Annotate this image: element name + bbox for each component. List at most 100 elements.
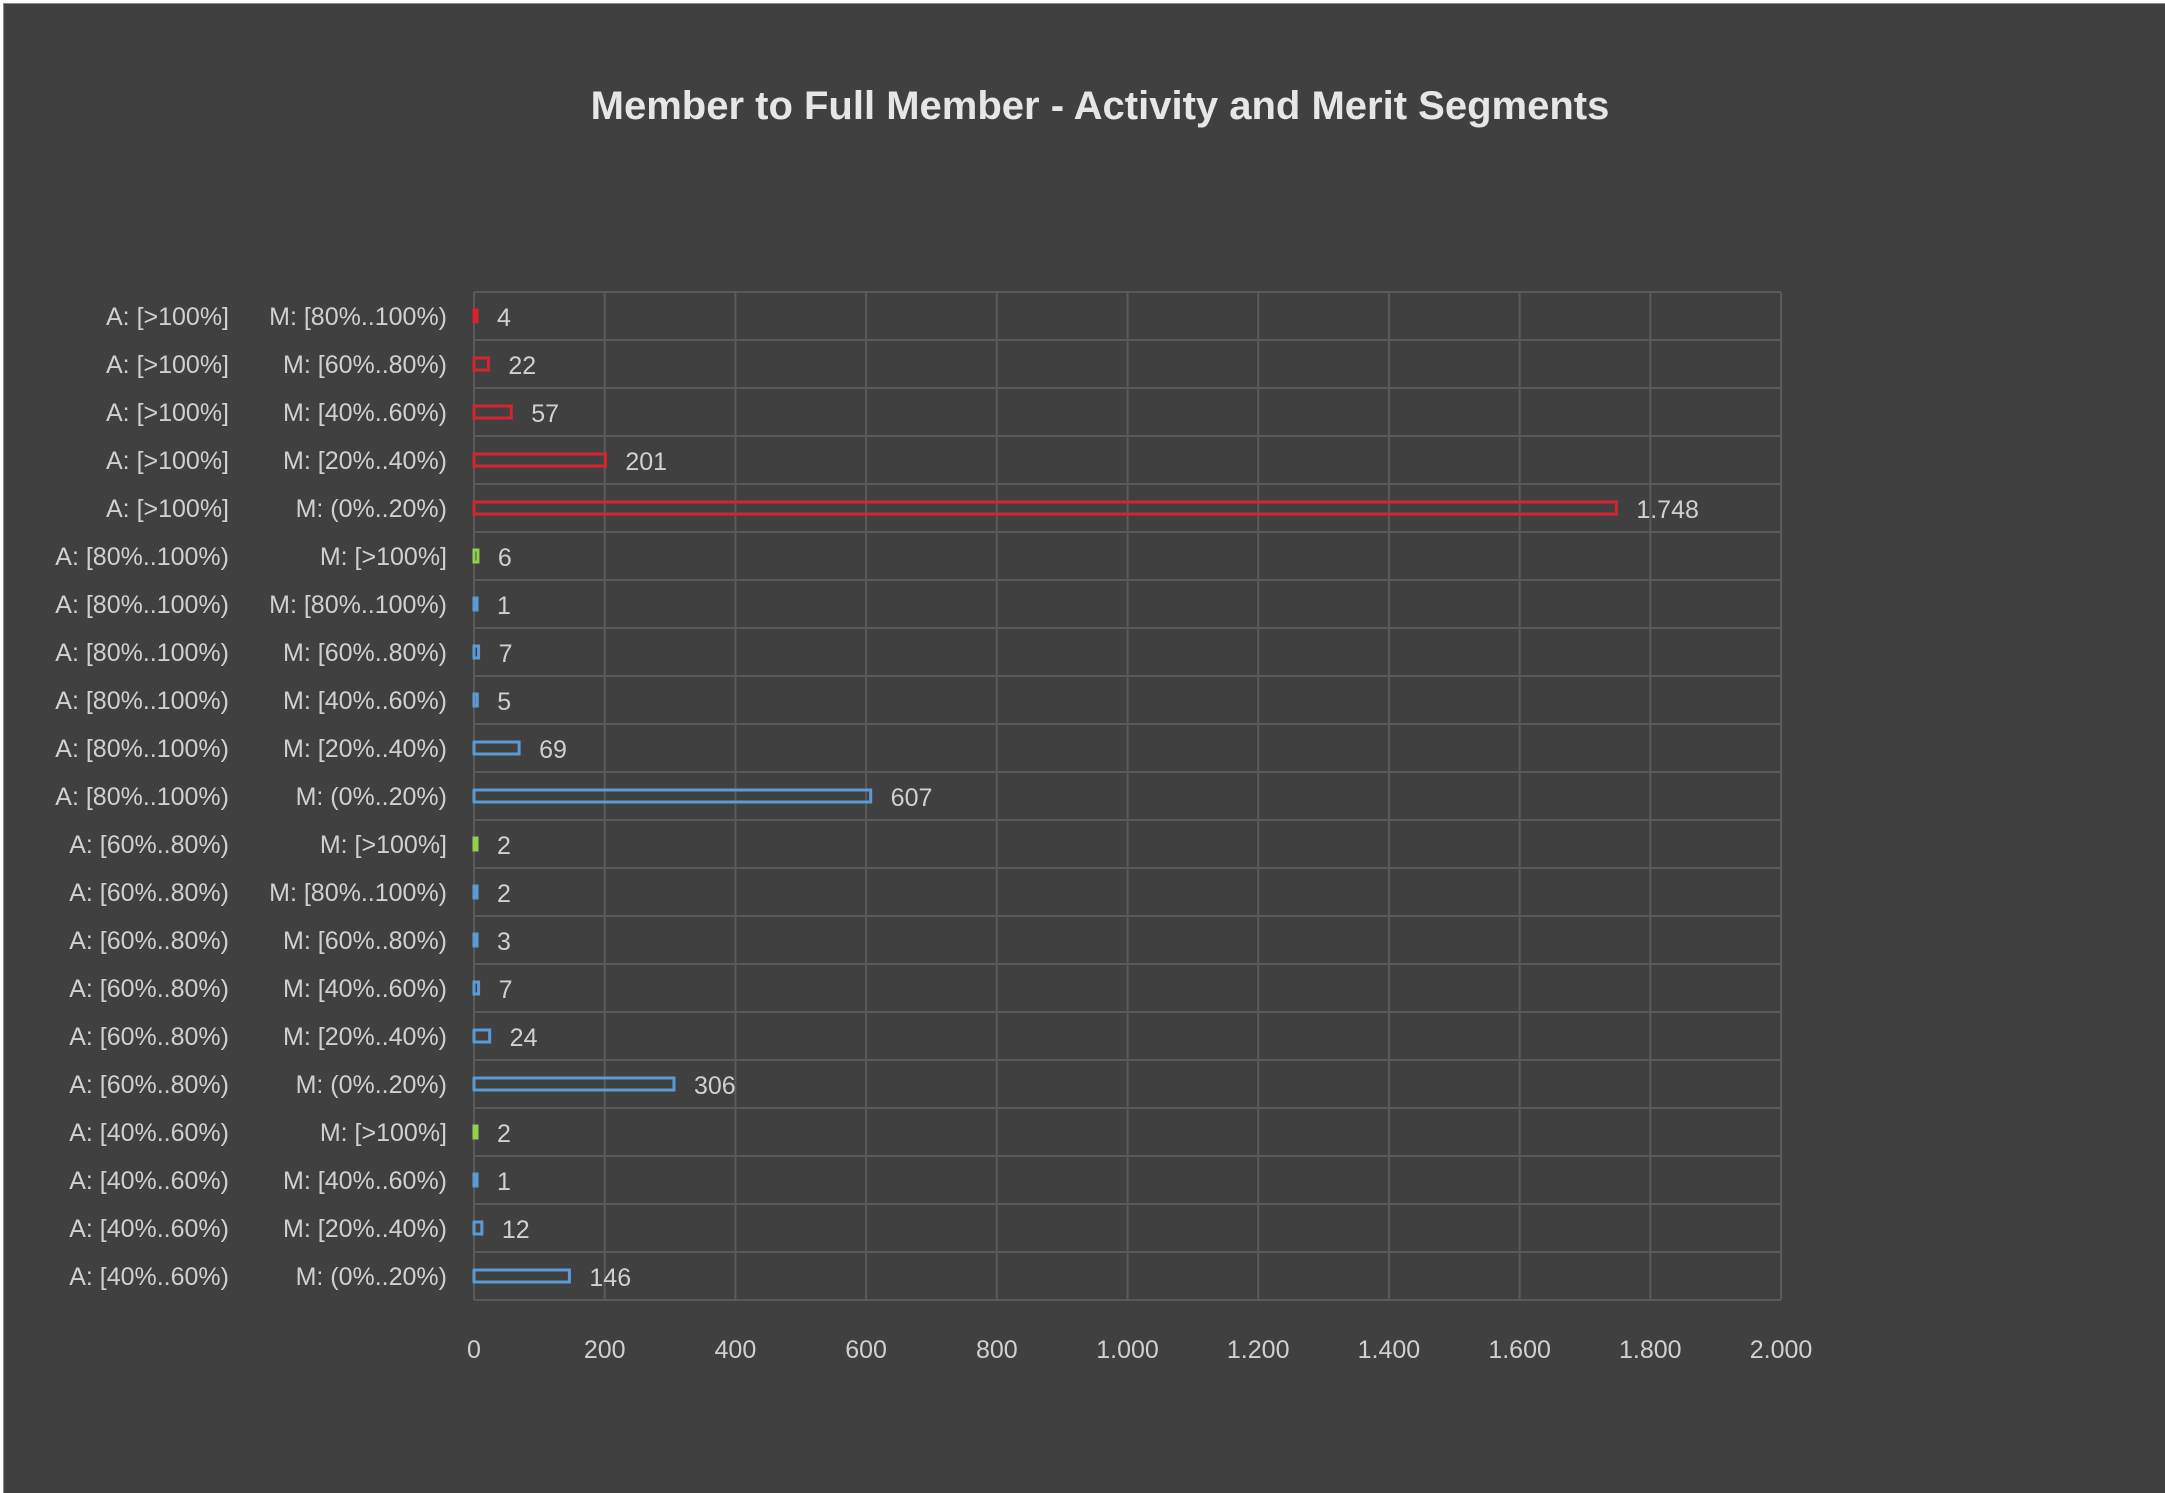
data-label: 7 <box>499 976 513 1004</box>
bar <box>472 500 1618 516</box>
x-tick-label: 400 <box>715 1336 757 1364</box>
category-activity-label: A: [>100%] <box>106 495 229 523</box>
category-activity-label: A: [80%..100%) <box>55 639 229 667</box>
category-activity-label: A: [40%..60%) <box>69 1119 229 1147</box>
category-activity-label: A: [>100%] <box>106 351 229 379</box>
category-activity-label: A: [>100%] <box>106 447 229 475</box>
x-tick-label: 600 <box>845 1336 887 1364</box>
data-label: 6 <box>498 544 512 572</box>
category-merit-label: M: [>100%] <box>320 1119 447 1147</box>
category-merit-label: M: (0%..20%) <box>296 495 447 523</box>
category-activity-label: A: [60%..80%) <box>69 831 229 859</box>
category-merit-label: M: [40%..60%) <box>283 399 447 427</box>
category-merit-label: M: [60%..80%) <box>283 927 447 955</box>
bar <box>472 548 480 564</box>
grid <box>473 291 1782 1301</box>
category-activity-label: A: [40%..60%) <box>69 1263 229 1291</box>
bar <box>472 452 607 468</box>
bar <box>472 884 479 900</box>
bar-chart: Member to Full Member - Activity and Mer… <box>55 84 1812 1364</box>
category-merit-label: M: [80%..100%) <box>269 879 447 907</box>
data-label: 2 <box>497 1120 511 1148</box>
bar <box>472 644 481 660</box>
data-label: 607 <box>891 784 933 812</box>
category-merit-label: M: [20%..40%) <box>283 447 447 475</box>
chart-title: Member to Full Member - Activity and Mer… <box>591 84 1610 128</box>
category-activity-label: A: [60%..80%) <box>69 1023 229 1051</box>
x-tick-label: 1.400 <box>1358 1336 1421 1364</box>
category-merit-label: M: [60%..80%) <box>283 351 447 379</box>
category-activity-label: A: [40%..60%) <box>69 1167 229 1195</box>
bar <box>472 308 479 324</box>
data-label: 5 <box>497 688 511 716</box>
data-label: 24 <box>510 1024 538 1052</box>
bar <box>472 836 479 852</box>
chart-area: Member to Full Member - Activity and Mer… <box>3 3 2165 1493</box>
data-label: 7 <box>499 640 513 668</box>
x-tick-label: 800 <box>976 1336 1018 1364</box>
data-label: 2 <box>497 832 511 860</box>
data-label: 1 <box>497 592 511 620</box>
data-label: 201 <box>625 448 667 476</box>
data-label: 3 <box>497 928 511 956</box>
data-label: 306 <box>694 1072 736 1100</box>
data-label: 22 <box>508 352 536 380</box>
bar <box>472 740 521 756</box>
category-activity-label: A: [>100%] <box>106 303 229 331</box>
bar <box>472 980 481 996</box>
category-merit-label: M: [80%..100%) <box>269 591 447 619</box>
data-label: 2 <box>497 880 511 908</box>
category-activity-label: A: [80%..100%) <box>55 735 229 763</box>
category-merit-label: M: [40%..60%) <box>283 687 447 715</box>
bar <box>472 596 479 612</box>
category-merit-label: M: [80%..100%) <box>269 303 447 331</box>
data-label: 69 <box>539 736 567 764</box>
category-merit-label: M: (0%..20%) <box>296 1071 447 1099</box>
x-tick-label: 1.800 <box>1619 1336 1682 1364</box>
category-activity-label: A: [>100%] <box>106 399 229 427</box>
data-label: 12 <box>502 1216 530 1244</box>
category-activity-label: A: [60%..80%) <box>69 1071 229 1099</box>
category-activity-label: A: [60%..80%) <box>69 879 229 907</box>
category-activity-label: A: [80%..100%) <box>55 687 229 715</box>
bar <box>472 1076 676 1092</box>
category-merit-label: M: [>100%] <box>320 543 447 571</box>
x-tick-label: 200 <box>584 1336 626 1364</box>
x-tick-label: 1.600 <box>1488 1336 1551 1364</box>
x-axis: 0 200 400 600 800 1.000 1.200 1.400 1.600 1.800 2.… <box>467 1336 1812 1364</box>
bar <box>472 1172 479 1188</box>
category-merit-label: M: [>100%] <box>320 831 447 859</box>
category-merit-label: M: [60%..80%) <box>283 639 447 667</box>
x-tick-label: 0 <box>467 1336 481 1364</box>
bar <box>472 1028 492 1044</box>
category-merit-label: M: (0%..20%) <box>296 783 447 811</box>
x-tick-label: 2.000 <box>1750 1336 1813 1364</box>
category-merit-label: M: [40%..60%) <box>283 1167 447 1195</box>
category-activity-label: A: [60%..80%) <box>69 927 229 955</box>
category-activity-label: A: [60%..80%) <box>69 975 229 1003</box>
data-label: 1 <box>497 1168 511 1196</box>
bar <box>472 1220 484 1236</box>
category-merit-label: M: [20%..40%) <box>283 735 447 763</box>
category-activity-label: A: [80%..100%) <box>55 783 229 811</box>
x-tick-label: 1.200 <box>1227 1336 1290 1364</box>
category-merit-label: M: (0%..20%) <box>296 1263 447 1291</box>
bar <box>472 356 490 372</box>
category-merit-label: M: [40%..60%) <box>283 975 447 1003</box>
bar <box>472 692 479 708</box>
category-merit-label: M: [20%..40%) <box>283 1023 447 1051</box>
x-tick-label: 1.000 <box>1096 1336 1159 1364</box>
data-label: 146 <box>589 1264 631 1292</box>
category-activity-label: A: [80%..100%) <box>55 591 229 619</box>
data-label: 4 <box>497 304 511 332</box>
category-labels: A: [>100%] M: [80%..100%) A: [>100%] M: [60… <box>55 303 447 1291</box>
data-label: 1.748 <box>1636 496 1699 524</box>
category-activity-label: A: [40%..60%) <box>69 1215 229 1243</box>
category-activity-label: A: [80%..100%) <box>55 543 229 571</box>
bar <box>472 788 873 804</box>
bar <box>472 932 479 948</box>
bar <box>472 404 513 420</box>
category-merit-label: M: [20%..40%) <box>283 1215 447 1243</box>
bar <box>472 1268 571 1284</box>
